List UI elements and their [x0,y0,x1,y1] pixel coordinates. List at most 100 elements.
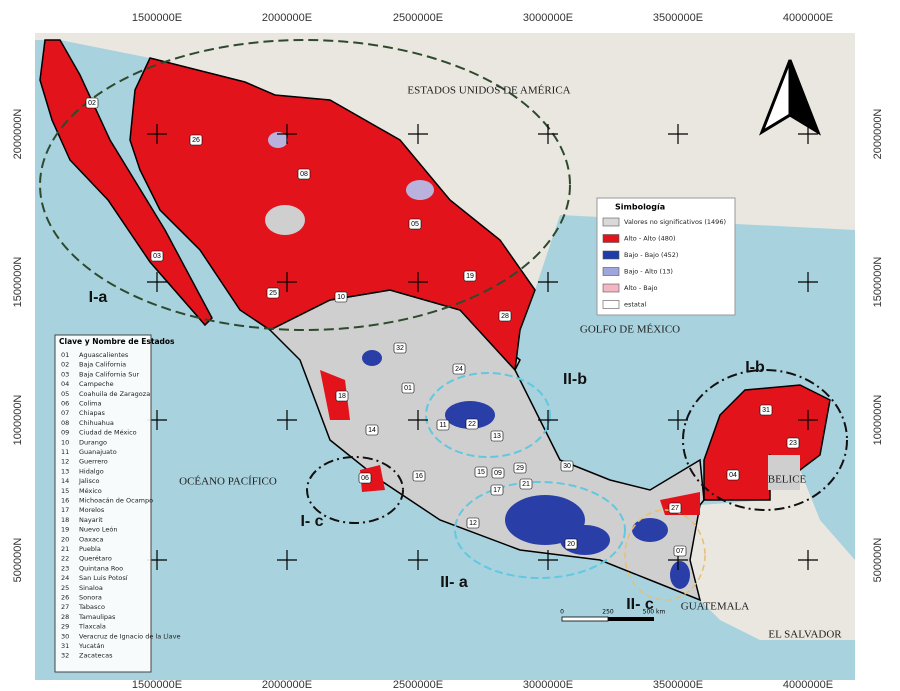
legend-label: Valores no significativos (1496) [624,218,726,226]
state-label-box [150,250,164,262]
state-code: 29 [61,623,69,631]
state-name: Sonora [79,594,102,602]
legend-swatch [602,283,620,293]
state-name: México [79,487,102,495]
grid-cross [538,272,558,292]
x-coord-label: 2500000E [393,12,443,24]
grid-cross [798,410,818,430]
state-name: Guanajuato [79,448,117,456]
state-code: 17 [61,506,69,514]
legend-swatch [602,250,620,260]
state-label-box [564,538,578,550]
state-label-box [335,390,349,402]
state-code: 02 [61,361,69,369]
state-label-box [393,342,407,354]
legend-label: Alto - Bajo [624,284,658,292]
state-name: Hidalgo [79,467,104,475]
y-coord-label: 1500000N [872,257,884,308]
state-label: 16 [415,473,423,480]
state-name: Puebla [79,545,101,553]
x-coord-label: 3000000E [523,679,573,691]
state-code: 24 [61,574,69,582]
state-code: 13 [61,467,69,475]
legend-swatch [602,300,620,309]
north-region [129,57,536,372]
state-label-box [668,502,682,514]
region-label: II- c [626,596,654,613]
state-name: San Luis Potosí [79,574,128,582]
state-label-box [365,424,379,436]
state-label: 22 [468,421,476,428]
state-label-box [358,472,372,484]
state-label: 07 [676,548,684,555]
state-code: 05 [61,390,69,398]
state-label-box [474,466,488,478]
scale-bar [561,616,654,622]
x-coord-label: 2500000E [393,679,443,691]
nayarit-red [320,370,350,420]
x-coord-label: 3500000E [653,12,703,24]
x-coord-label: 3500000E [653,679,703,691]
colima-red [360,465,385,492]
place-name: OCÉANO PACÍFICO [179,476,277,488]
state-name: Oaxaca [79,535,104,543]
state-label: 23 [789,440,797,447]
state-name: Sinaloa [79,584,103,592]
region-ellipse [682,369,848,511]
state-code: 31 [61,642,69,650]
state-label: 05 [411,221,419,228]
state-label-box [491,467,505,479]
state-code: 22 [61,555,69,563]
state-label-box [465,418,479,430]
grid-cross [798,550,818,570]
legend-label: Bajo - Bajo (452) [624,251,678,259]
state-label: 29 [516,465,524,472]
place-name: BELICE [768,474,807,486]
state-label: 28 [501,313,509,320]
legend-label: Bajo - Alto (13) [624,268,673,276]
grid-cross [538,550,558,570]
baja-california [39,39,213,327]
state-name: Baja California Sur [79,370,139,378]
x-coord-label: 1500000E [132,12,182,24]
region-ellipse [39,39,571,331]
state-code: 07 [61,409,69,417]
grid-cross [408,124,428,144]
state-code: 30 [61,632,69,640]
legend-title: Simbología [615,203,665,212]
y-coord-label: 1000000N [872,395,884,446]
state-label: 10 [337,294,345,301]
state-name: Nayarit [79,516,103,524]
state-label: 01 [404,385,412,392]
state-label-box [560,460,574,472]
state-code: 19 [61,526,69,534]
state-label: 15 [477,469,485,476]
state-name: Campeche [79,380,114,388]
grid-cross [408,272,428,292]
legend-swatch [602,217,620,227]
state-label-box [266,287,280,299]
region-ellipse [306,456,404,524]
state-label-box [490,484,504,496]
state-name: Tabasco [78,603,105,611]
state-label: 06 [361,475,369,482]
state-name: Aguascalientes [79,351,129,359]
state-name: Chiapas [79,409,106,417]
blue-patch [670,561,690,589]
state-label: 14 [368,427,376,434]
state-name: Michoacán de Ocampo [79,497,153,505]
state-label: 03 [153,253,161,260]
blue-patch [632,518,668,542]
state-label-box [466,517,480,529]
state-code: 10 [61,438,69,446]
grid-cross [277,272,297,292]
state-list-box [54,334,152,673]
state-name: Veracruz de Ignacio de la Llave [79,632,181,640]
legend-label: estatal [624,301,646,309]
y-coord-label: 500000N [12,538,24,583]
state-label: 30 [563,463,571,470]
x-coord-label: 3000000E [523,12,573,24]
state-label-box [85,97,99,109]
state-code: 06 [61,400,69,408]
grid-cross [668,410,688,430]
